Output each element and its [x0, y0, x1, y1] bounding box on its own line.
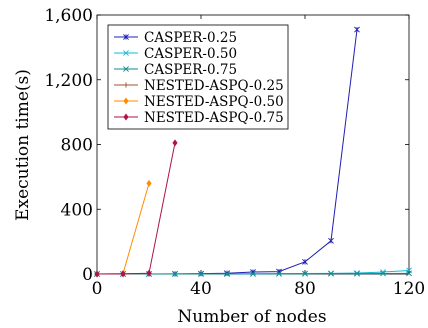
data-point	[354, 270, 360, 276]
data-point	[146, 179, 152, 187]
legend-entry: NESTED-ASPQ-0.50	[114, 94, 284, 110]
data-point	[120, 270, 126, 278]
data-point	[380, 270, 386, 277]
data-point	[328, 237, 334, 244]
series-line	[96, 142, 176, 275]
series-4	[94, 179, 152, 278]
y-tick-label: 1,200	[44, 71, 93, 91]
y-tick-label: 1,600	[44, 6, 93, 26]
data-point	[354, 26, 360, 33]
legend-entry: CASPER-0.50	[114, 46, 237, 62]
data-point	[172, 271, 178, 277]
legend-label: CASPER-0.50	[144, 46, 237, 62]
data-point	[302, 270, 308, 277]
legend-marker	[123, 82, 129, 88]
data-point	[94, 270, 100, 278]
y-tick-label: 400	[61, 200, 93, 220]
x-axis-label: Number of nodes	[177, 307, 326, 327]
legend-marker	[123, 66, 129, 72]
legend-label: NESTED-ASPQ-0.75	[144, 110, 284, 126]
legend-entry: CASPER-0.75	[114, 62, 237, 78]
legend-label: CASPER-0.25	[144, 30, 237, 46]
data-point	[276, 270, 282, 277]
y-tick-label: 0	[82, 265, 93, 285]
x-tick-label: 40	[190, 279, 212, 299]
series-line	[96, 183, 150, 275]
data-point	[406, 270, 412, 277]
y-axis-label: Execution time(s)	[13, 69, 33, 221]
legend-box	[107, 24, 289, 130]
legend-entry: CASPER-0.25	[114, 30, 237, 46]
x-tick-label: 120	[393, 279, 425, 299]
x-tick-label: 80	[294, 279, 316, 299]
data-point	[172, 139, 178, 147]
legend-entry: NESTED-ASPQ-0.25	[114, 78, 284, 94]
legend-label: NESTED-ASPQ-0.50	[144, 94, 284, 110]
legend-label: NESTED-ASPQ-0.25	[144, 78, 284, 94]
data-point	[198, 271, 204, 277]
legend: CASPER-0.25CASPER-0.50CASPER-0.75NESTED-…	[107, 24, 289, 130]
data-point	[302, 258, 308, 265]
series-5	[94, 139, 178, 278]
series-layer	[94, 26, 412, 278]
y-tick-label: 800	[61, 136, 93, 156]
x-tick-label: 0	[92, 279, 103, 299]
axes: 0 40 80 120 0 400 800 1,200 1,600	[44, 6, 425, 299]
data-point	[224, 270, 230, 277]
legend-marker	[123, 113, 129, 121]
data-point	[224, 271, 230, 277]
data-point	[354, 270, 360, 277]
data-point	[250, 270, 256, 277]
data-point	[328, 270, 334, 277]
data-point	[146, 269, 152, 277]
legend-marker	[123, 50, 129, 56]
legend-marker	[123, 34, 129, 40]
legend-marker	[123, 97, 129, 105]
legend-label: CASPER-0.75	[144, 62, 237, 78]
legend-entry: NESTED-ASPQ-0.75	[114, 110, 284, 126]
